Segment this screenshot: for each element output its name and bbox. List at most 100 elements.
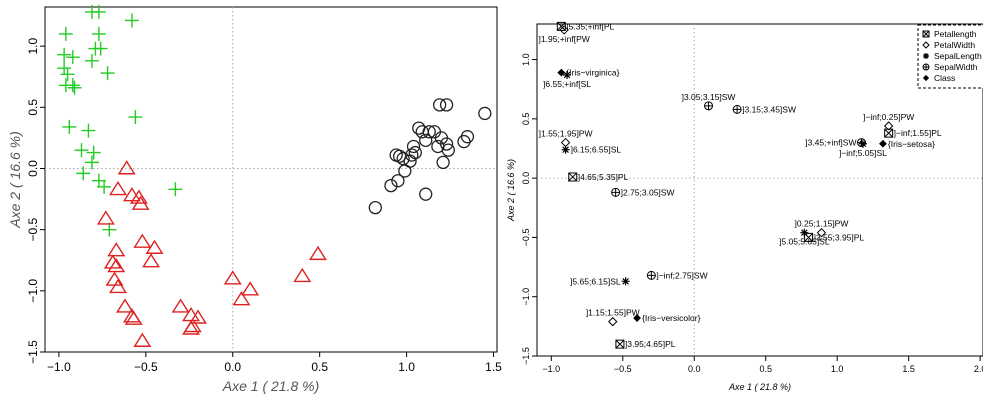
triangle-point (131, 195, 150, 210)
y-axis-label: Axe 2 ( 16.6 %) (7, 131, 23, 229)
y-tick-label: −1.0 (521, 288, 531, 306)
category-point (858, 139, 867, 148)
category-point (800, 228, 809, 237)
category-label: ]3.05;3.15]SW (682, 92, 736, 102)
y-tick-label: 0.0 (26, 160, 40, 177)
category-point (704, 101, 714, 111)
category-label: ]1.55;1.95]PW (539, 129, 593, 139)
category-mark: ]6.55;+inf[SL (543, 70, 591, 89)
triangle-point (308, 245, 327, 261)
category-point (732, 104, 742, 114)
cross-point (93, 41, 108, 56)
category-label: ]−inf;5.05]SL (839, 148, 887, 158)
x-tick-label: 1.0 (398, 360, 415, 374)
cross-point (81, 123, 96, 138)
x-tick-label: −0.5 (134, 360, 158, 374)
triangle-point (107, 242, 126, 257)
category-mark: ]5.35;+inf[PL (556, 21, 615, 31)
category-mark: ]5.05;5.65]SL (779, 228, 830, 247)
circle-point (419, 187, 433, 201)
y-axis-label: Axe 2 ( 16.6 %) (506, 159, 516, 222)
category-label: ]3.55;3.95]PL (814, 232, 865, 242)
triangle-point (103, 254, 122, 269)
y-tick-label: −1.0 (26, 279, 40, 303)
category-mark: ]6.15;6.55]SL (561, 145, 622, 155)
category-point (568, 172, 578, 182)
category-point (615, 339, 625, 349)
left-scatter-panel: −1.0 −0.5 0.0 0.5 1.0 1.5 −1.5 −1.0 −0.5 0.0 0.5 1.… (7, 4, 502, 394)
category-label: ]−inf;0.25]PW (863, 112, 914, 122)
category-label: ]6.15;6.55]SL (571, 145, 622, 155)
legend-entry: SepalLength (934, 51, 982, 61)
y-tick-label: 0.5 (521, 113, 531, 126)
category-mark: ]3.55;3.95]PL (804, 232, 865, 242)
cross-point (65, 78, 80, 93)
category-point (646, 270, 656, 280)
cross-point (74, 143, 89, 158)
circle-point (431, 139, 445, 154)
triangle-point (171, 298, 190, 313)
category-label: ]−inf;1.55]PL (894, 128, 942, 138)
category-label: ]3.45;+inf]SW (805, 138, 856, 148)
cross-point (60, 67, 75, 82)
x-tick-label: 0.5 (311, 360, 328, 374)
cross-point (84, 155, 99, 170)
cross-point (58, 26, 73, 41)
triangle-point (107, 258, 126, 273)
category-mark: ]0.25;1.15]PW (795, 219, 848, 238)
plot-frame (44, 6, 498, 353)
category-label: ]3.15;3.45]SW (742, 104, 796, 114)
circle-point (384, 178, 398, 193)
triangle-point (293, 267, 312, 283)
legend-symbol (922, 63, 930, 71)
circle-point (398, 164, 412, 178)
category-mark: ]1.95;+inf[PW (539, 25, 590, 44)
y-tick-label: −0.5 (26, 217, 40, 241)
circle-point (457, 134, 471, 149)
category-label: ]3.95;4.65]PL (625, 339, 676, 349)
y-tick-label: −1.5 (521, 347, 531, 365)
triangle-point (223, 270, 242, 285)
cross-point (65, 50, 80, 65)
triangle-point (133, 332, 152, 347)
cross-point (100, 66, 115, 81)
circle-point (368, 200, 382, 215)
cross-point (67, 80, 82, 95)
cross-point (57, 47, 72, 62)
series-circle-points (368, 98, 492, 215)
legend-entry: Petallength (934, 29, 977, 39)
category-point (621, 277, 630, 286)
category-mark: {Iris−virginica} (557, 68, 620, 78)
x-axis-label: Axe 1 ( 21.8 %) (728, 382, 791, 392)
cross-point (168, 182, 183, 197)
cross-point (124, 13, 139, 28)
category-label: ]4.65;5.35]PL (578, 172, 629, 182)
legend-symbol (923, 53, 929, 59)
category-mark: ]3.05;3.15]SW (682, 92, 736, 111)
category-mark: ]4.65;5.35]PL (568, 172, 629, 182)
category-mark: ]5.65;6.15]SL (570, 276, 630, 286)
category-mark: ]−inf;5.05]SL (839, 139, 887, 158)
cross-point (97, 179, 112, 194)
y-tick-label: 1.0 (521, 53, 531, 66)
category-mark: ]3.95;4.65]PL (615, 339, 676, 349)
x-tick-label: 1.5 (485, 360, 502, 374)
category-mark: {Iris−setosa} (879, 139, 935, 149)
circle-point (406, 139, 421, 154)
category-label: ]5.65;6.15]SL (570, 276, 621, 286)
x-tick-label: 0.0 (224, 360, 241, 374)
category-label: ]1.15;1.55]PW (586, 308, 640, 318)
y-tick-label: 0.0 (521, 172, 531, 185)
category-point (561, 145, 570, 154)
category-mark: ]−inf;1.55]PL (884, 128, 942, 138)
circle-point (432, 98, 447, 112)
x-tick-label: −0.5 (614, 364, 632, 374)
category-label: ]5.35;+inf[PL (566, 21, 614, 31)
triangle-point (129, 189, 148, 204)
cross-point (91, 4, 106, 19)
category-point (611, 187, 621, 197)
triangle-point (109, 278, 127, 294)
cross-point (57, 61, 72, 76)
x-tick-label: 1.5 (902, 364, 915, 374)
